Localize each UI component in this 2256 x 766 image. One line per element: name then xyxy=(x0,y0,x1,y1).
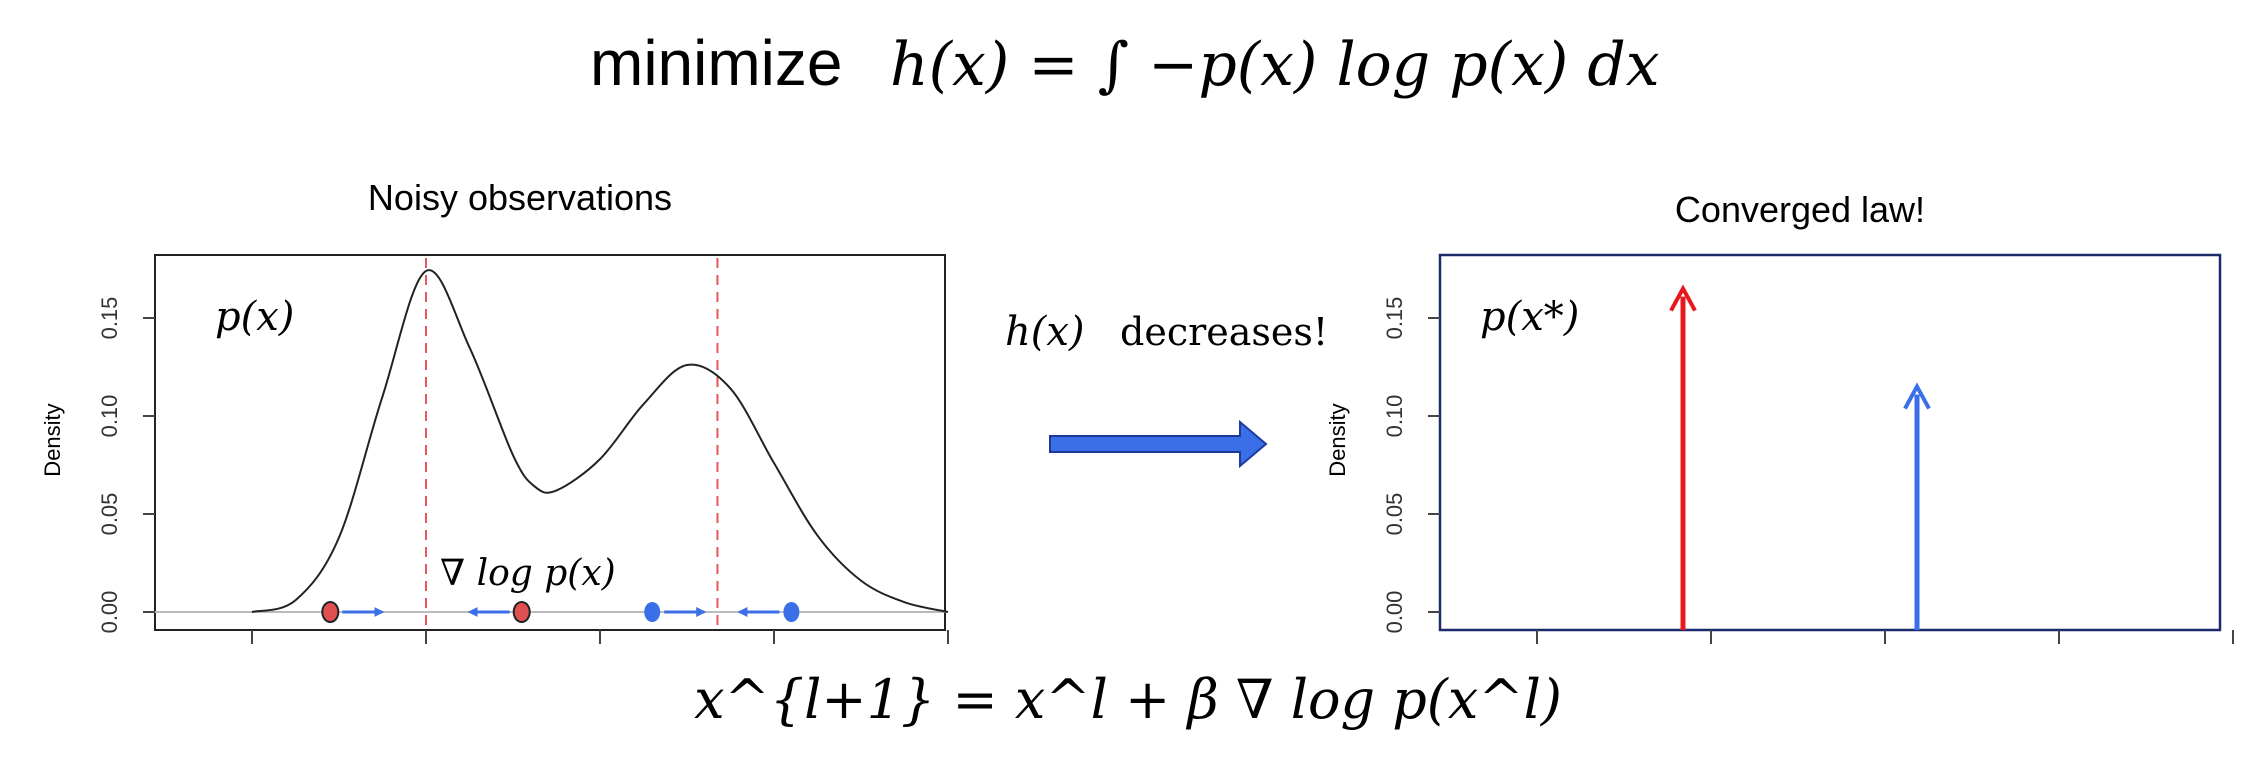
right-spike-chart: 0.00 0.05 0.10 0.15 xyxy=(1382,253,2234,644)
left-density-label: p(x) xyxy=(215,294,294,340)
right-density-label: p(x*) xyxy=(1480,294,1579,340)
density-curve xyxy=(251,269,949,613)
transition-arrow xyxy=(1049,419,1268,469)
left-density-chart: 0.00 0.05 0.10 0.15 xyxy=(97,254,949,644)
left-ytick-label: 0.05 xyxy=(97,493,122,536)
right-ytick-label: 0.15 xyxy=(1382,297,1407,340)
entropy-formula: h(x) = ∫ −p(x) log p(x) dx xyxy=(890,30,1660,100)
middle-h-label: h(x) xyxy=(1005,309,1085,355)
update-rule-formula: x^{l+1} = x^l + β ∇ log p(x^l) xyxy=(694,668,1562,731)
spike-arrowhead xyxy=(1903,382,1931,410)
observation-point xyxy=(783,602,800,622)
left-ytick-label: 0.10 xyxy=(97,395,122,438)
minimize-label: minimize xyxy=(590,27,842,99)
spike-arrowhead xyxy=(1669,284,1697,312)
left-panel-title: Noisy observations xyxy=(368,177,672,218)
observation-point xyxy=(321,601,340,623)
right-ylabel: Density xyxy=(1325,403,1350,476)
left-ylabel: Density xyxy=(40,403,65,476)
right-ytick-label: 0.10 xyxy=(1382,395,1407,438)
right-panel-title: Converged law! xyxy=(1675,189,1925,230)
right-plot-frame xyxy=(1438,253,2222,632)
left-plot-frame xyxy=(154,254,946,631)
middle-decreases-label: decreases! xyxy=(1120,310,1328,354)
right-ytick-label: 0.05 xyxy=(1382,493,1407,536)
observation-point xyxy=(512,601,531,623)
gradient-label: ∇ log p(x) xyxy=(440,553,616,594)
left-ytick-label: 0.15 xyxy=(97,297,122,340)
left-ytick-label: 0.00 xyxy=(97,591,122,634)
right-ytick-label: 0.00 xyxy=(1382,591,1407,634)
observation-point xyxy=(644,602,661,622)
